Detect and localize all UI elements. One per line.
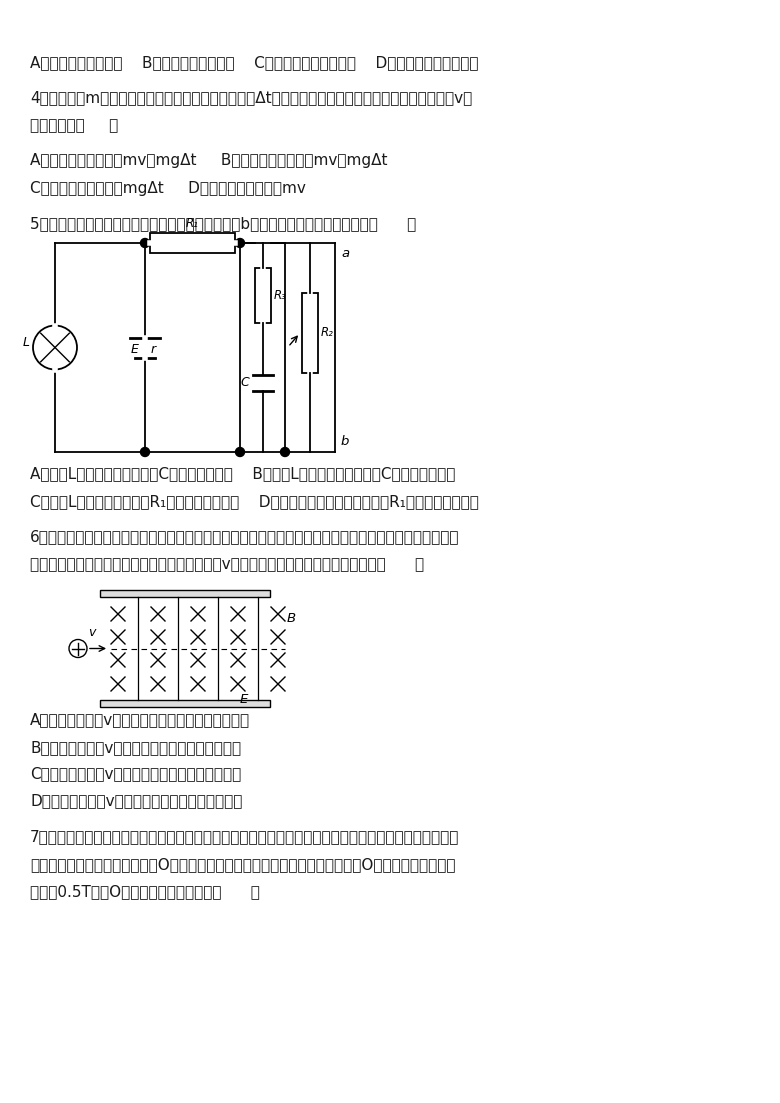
Bar: [150, 233, 235, 253]
Text: v: v: [88, 625, 95, 639]
Bar: [100, 700, 270, 707]
Text: A．该粒子一定带负电    B．该粒子的速度变大    C．该粒子的加速度变小    D．该粒子的电势能增大: A．该粒子一定带负电 B．该粒子的速度变大 C．该粒子的加速度变小 D．该粒子的…: [30, 55, 478, 69]
Text: A．地面对他的冲量为mv＋mgΔt     B．地面对他的冲量为mv－mgΔt: A．地面对他的冲量为mv＋mgΔt B．地面对他的冲量为mv－mgΔt: [30, 153, 388, 168]
Text: R₃: R₃: [274, 289, 286, 302]
Circle shape: [236, 448, 244, 457]
Text: r: r: [151, 343, 156, 356]
Circle shape: [236, 238, 244, 247]
Text: B．若电子以速率v从右向左飞入，电子将向上偏转: B．若电子以速率v从右向左飞入，电子将向上偏转: [30, 740, 241, 754]
Text: 4．一质量为m的运动员从下蹲静止状态向上起跳，经Δt时间，身体伸直并刚好离开地面，此时速度为v，: 4．一质量为m的运动员从下蹲静止状态向上起跳，经Δt时间，身体伸直并刚好离开地面…: [30, 90, 472, 105]
Text: L: L: [23, 336, 30, 349]
Text: B: B: [287, 612, 296, 625]
Text: A．若电子以速率v从右向左飞入，电子将沿直线运动: A．若电子以速率v从右向左飞入，电子将沿直线运动: [30, 713, 250, 727]
Text: b: b: [341, 435, 349, 448]
Text: R₁: R₁: [186, 217, 199, 231]
Text: A．电灯L的亮度变暗，电容器C所带电荷量增大    B．电灯L的亮度变亮，电容器C所带电荷量减小: A．电灯L的亮度变暗，电容器C所带电荷量增大 B．电灯L的亮度变亮，电容器C所带…: [30, 465, 456, 481]
Bar: [100, 590, 270, 597]
Text: E: E: [240, 693, 248, 706]
Text: C: C: [241, 376, 250, 389]
Circle shape: [281, 448, 289, 457]
Text: 6．如图所示，在两平行金属板间有正交的匀强电场和匀强磁场，匀强磁场的方向垂直纸面向里，匀强电场: 6．如图所示，在两平行金属板间有正交的匀强电场和匀强磁场，匀强磁场的方向垂直纸面…: [30, 529, 459, 544]
Text: a: a: [341, 247, 349, 260]
Text: C．地面对他的冲量为mgΔt     D．地面对他的冲量为mv: C．地面对他的冲量为mgΔt D．地面对他的冲量为mv: [30, 181, 306, 196]
Text: 的方向竖直向下，质子（不计重力）恰能以速率v沿直线从左向右水平通过此区域，则（      ）: 的方向竖直向下，质子（不计重力）恰能以速率v沿直线从左向右水平通过此区域，则（ …: [30, 557, 424, 572]
Text: 大小是0.5T，则O点的磁感应强度大小是（      ）: 大小是0.5T，则O点的磁感应强度大小是（ ）: [30, 884, 260, 899]
Text: 5．在如图所示的电路中，当滑动变阻器的滑动片向b端移动时，以下判断正确的是（      ）: 5．在如图所示的电路中，当滑动变阻器的滑动片向b端移动时，以下判断正确的是（ ）: [30, 216, 417, 231]
Text: D．若电子以速率v从左向右飞人，电子将向上偏转: D．若电子以速率v从左向右飞人，电子将向上偏转: [30, 793, 243, 808]
Circle shape: [140, 238, 150, 247]
Text: 7．四根完全相同的长直导线互相平行，它们的截面处于一个正方形的四个顶点上，导线中通有大小都相等: 7．四根完全相同的长直导线互相平行，它们的截面处于一个正方形的四个顶点上，导线中…: [30, 829, 459, 844]
Text: C．若电子以速率v从右向左飞入，电子将向下偏转: C．若电子以速率v从右向左飞入，电子将向下偏转: [30, 765, 241, 781]
Text: C．电灯L的亮度变亮，电阻R₁消耗的电功率增大    D．电源上的内电压变大，电阻R₁消耗的电功率增大: C．电灯L的亮度变亮，电阻R₁消耗的电功率增大 D．电源上的内电压变大，电阻R₁…: [30, 494, 479, 508]
Circle shape: [140, 448, 150, 457]
Bar: [254, 268, 271, 323]
Text: E: E: [131, 343, 139, 356]
Bar: [302, 293, 318, 373]
Text: 的电流，电流的方向如图所示，O点是正方形对角线交点．每一根通电导线单独在O点产生的磁感应强度: 的电流，电流的方向如图所示，O点是正方形对角线交点．每一根通电导线单独在O点产生…: [30, 857, 456, 872]
Text: R₂: R₂: [321, 326, 334, 340]
Text: 在此过程中（     ）: 在此过程中（ ）: [30, 118, 119, 133]
